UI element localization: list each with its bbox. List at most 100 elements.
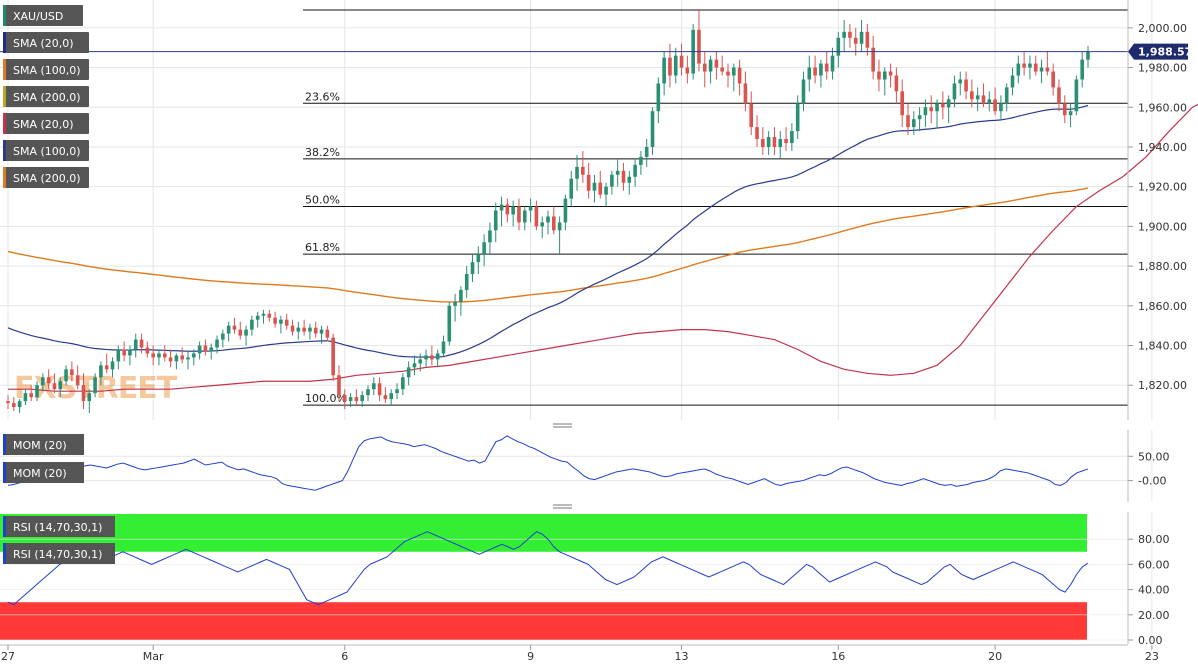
candle bbox=[418, 353, 423, 372]
candle bbox=[522, 206, 527, 231]
candle bbox=[232, 317, 237, 334]
candle bbox=[569, 170, 574, 207]
candle bbox=[981, 83, 986, 108]
candle bbox=[993, 87, 997, 116]
legend-label: XAU/USD bbox=[13, 10, 63, 23]
fib-level-label: 50.0% bbox=[305, 194, 340, 207]
candle bbox=[644, 139, 649, 167]
legend-item[interactable]: XAU/USD bbox=[3, 5, 83, 26]
candle bbox=[192, 349, 196, 366]
y-tick-label: 1,860.00 bbox=[1138, 300, 1187, 313]
y-tick-label: 80.00 bbox=[1138, 533, 1170, 546]
candle bbox=[99, 361, 103, 386]
legend-item[interactable]: RSI (14,70,30,1) bbox=[3, 543, 115, 564]
candle bbox=[337, 365, 341, 402]
candle bbox=[488, 222, 492, 255]
candle bbox=[174, 353, 179, 370]
last-price-tag bbox=[1128, 43, 1188, 60]
legend-item[interactable]: SMA (200,0) bbox=[3, 167, 89, 188]
candle bbox=[1022, 51, 1026, 76]
legend-label: SMA (200,0) bbox=[13, 172, 81, 185]
candle bbox=[17, 399, 22, 414]
candle bbox=[395, 383, 399, 400]
pane-resize-handle-2[interactable] bbox=[553, 504, 572, 509]
candle bbox=[29, 385, 34, 402]
y-tick-label: 2,000.00 bbox=[1138, 22, 1187, 35]
y-tick-label: 1,980.00 bbox=[1138, 62, 1187, 75]
candle bbox=[540, 216, 544, 239]
candle bbox=[157, 349, 161, 366]
candle bbox=[604, 182, 608, 207]
pane-resize-handle-1[interactable] bbox=[553, 423, 572, 428]
candle bbox=[441, 335, 446, 358]
candle bbox=[482, 234, 486, 267]
candle bbox=[401, 373, 405, 396]
candle bbox=[621, 162, 626, 191]
candle bbox=[941, 91, 945, 120]
candle bbox=[813, 55, 817, 84]
x-tick-label: 9 bbox=[527, 650, 534, 663]
x-tick-label: Mar bbox=[143, 650, 164, 663]
candle bbox=[615, 158, 620, 187]
candle bbox=[912, 111, 916, 136]
legend-item[interactable]: MOM (20) bbox=[3, 434, 84, 455]
candle bbox=[1045, 51, 1050, 76]
candle bbox=[313, 321, 318, 338]
candle bbox=[133, 333, 138, 358]
candle bbox=[128, 345, 132, 366]
legend-item[interactable]: RSI (14,70,30,1) bbox=[3, 516, 115, 537]
candle bbox=[801, 71, 806, 112]
candle bbox=[6, 395, 10, 410]
sma-200-path bbox=[7, 187, 1089, 303]
candle bbox=[493, 202, 498, 243]
candle bbox=[749, 91, 754, 136]
candle bbox=[1010, 67, 1015, 96]
candle bbox=[46, 369, 51, 390]
momentum-axis: 50.00 -0.00 bbox=[1127, 430, 1170, 502]
legend-label: SMA (20,0) bbox=[13, 37, 74, 50]
y-tick-label: 0.00 bbox=[1138, 634, 1163, 647]
y-tick-label: 1,820.00 bbox=[1138, 379, 1187, 392]
candle bbox=[23, 389, 28, 406]
candle bbox=[517, 198, 521, 231]
candle bbox=[168, 349, 173, 368]
x-tick-label: 27 bbox=[1, 650, 15, 663]
y-tick-label: 50.00 bbox=[1138, 450, 1170, 463]
legend-label: SMA (200,0) bbox=[13, 91, 81, 104]
candle bbox=[1068, 103, 1073, 128]
candle bbox=[459, 285, 463, 316]
price-axis: 2,000.00 1,980.00 1,960.00 1,940.00 1,920.00… bbox=[1127, 0, 1192, 420]
legend-item[interactable]: SMA (100,0) bbox=[3, 140, 89, 161]
candle bbox=[197, 341, 202, 360]
legend-item[interactable]: MOM (20) bbox=[3, 462, 84, 483]
candle bbox=[64, 365, 68, 386]
candle bbox=[203, 339, 208, 356]
candle bbox=[935, 99, 939, 128]
candle bbox=[70, 361, 74, 382]
x-tick-label: 16 bbox=[831, 650, 845, 663]
candle bbox=[453, 293, 457, 322]
candle bbox=[342, 389, 347, 410]
candle bbox=[1033, 55, 1038, 76]
candle bbox=[255, 311, 260, 328]
candle bbox=[499, 196, 504, 227]
momentum-line bbox=[7, 435, 1089, 491]
horizontal-gridlines bbox=[0, 27, 1128, 386]
candle bbox=[412, 355, 417, 376]
candle bbox=[859, 19, 864, 52]
candle bbox=[581, 150, 585, 183]
candle bbox=[610, 170, 614, 195]
y-tick-label: 1,840.00 bbox=[1138, 340, 1187, 353]
legend-item[interactable]: SMA (200,0) bbox=[3, 86, 89, 107]
legend-item[interactable]: SMA (20,0) bbox=[3, 32, 89, 53]
y-tick-label: 1,960.00 bbox=[1138, 101, 1187, 114]
candle bbox=[110, 357, 115, 378]
candle bbox=[122, 341, 126, 362]
legend-item[interactable]: SMA (20,0) bbox=[3, 113, 89, 134]
candle bbox=[552, 206, 556, 235]
legend-label: MOM (20) bbox=[13, 439, 67, 452]
candle bbox=[633, 158, 637, 187]
candle bbox=[35, 381, 39, 402]
candle bbox=[1080, 51, 1084, 88]
legend-item[interactable]: SMA (100,0) bbox=[3, 59, 89, 80]
